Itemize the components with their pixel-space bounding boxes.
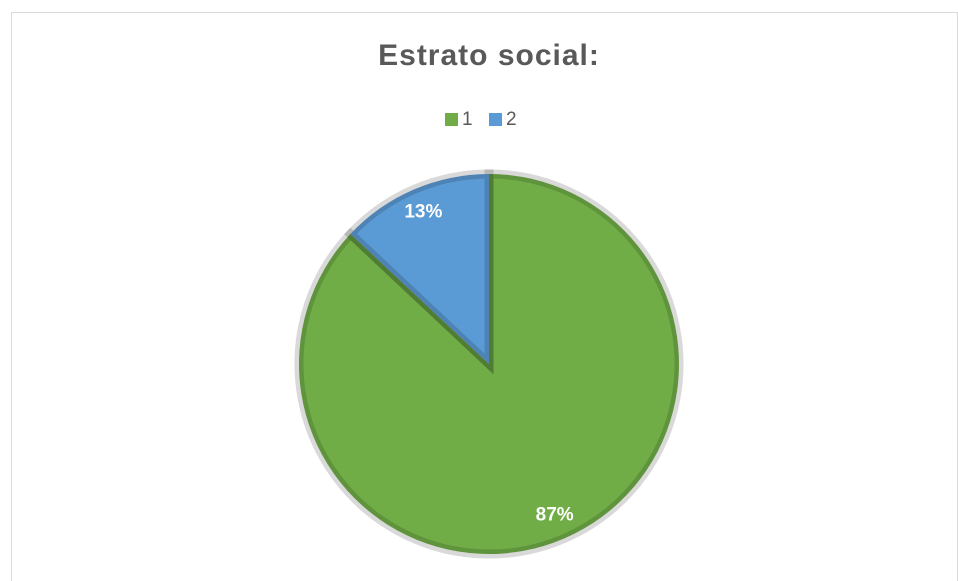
legend-swatch bbox=[489, 113, 502, 126]
legend-label: 1 bbox=[462, 109, 473, 130]
data-label: 13% bbox=[404, 201, 442, 222]
legend-swatch bbox=[445, 113, 458, 126]
chart-title: Estrato social: bbox=[378, 39, 600, 72]
pie-slice bbox=[294, 169, 684, 559]
data-label: 87% bbox=[536, 505, 574, 526]
legend-label: 2 bbox=[506, 109, 517, 130]
pie-slice bbox=[344, 169, 494, 375]
